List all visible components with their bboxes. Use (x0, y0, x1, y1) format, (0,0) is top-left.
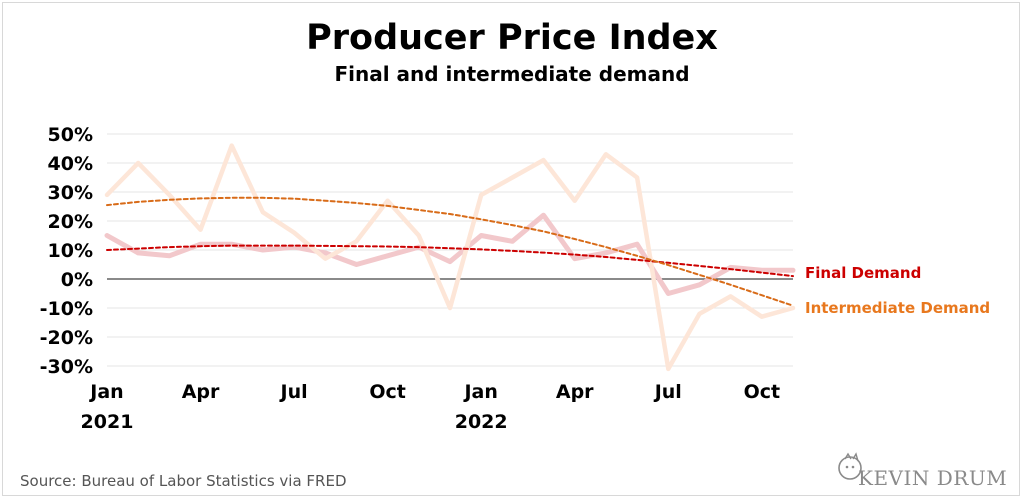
gridlines (107, 133, 793, 367)
series-labels: Final Demand Intermediate Demand (805, 264, 990, 317)
y-tick-label: 10% (48, 240, 93, 262)
final-demand-label: Final Demand (805, 264, 921, 282)
y-tick-label: 0% (61, 269, 93, 291)
intermediate-demand-label: Intermediate Demand (805, 299, 990, 317)
y-tick-label: 40% (48, 153, 93, 175)
y-tick-label: 50% (48, 124, 93, 146)
intermediate-demand-raw-line (104, 143, 796, 372)
brand-logo: KEVIN DRUM (838, 452, 1007, 490)
source-note: Source: Bureau of Labor Statistics via F… (20, 472, 347, 490)
brand-name: KEVIN DRUM (858, 466, 1007, 490)
x-tick-label: Oct (369, 381, 406, 403)
x-tick-label: Oct (744, 381, 781, 403)
cat-icon (838, 452, 862, 480)
x-tick-label: Apr (556, 381, 594, 403)
chart-title: Producer Price Index (306, 18, 718, 58)
y-tick-label: -10% (40, 298, 93, 320)
x-axis-ticks: Jan Apr Jul Oct Jan Apr Jul Oct 2021 2022 (81, 381, 781, 433)
y-tick-label: 20% (48, 211, 93, 233)
y-tick-label: 30% (48, 182, 93, 204)
final-demand-raw-line (104, 212, 796, 296)
x-tick-label: Apr (182, 381, 220, 403)
x-tick-label: Jul (279, 381, 308, 403)
y-tick-label: -30% (40, 356, 93, 378)
intermediate-demand-trend-line (106, 196, 794, 307)
y-axis-ticks: 50% 40% 30% 20% 10% 0% -10% -20% -30% (40, 124, 93, 378)
x-tick-label: Jan (88, 381, 123, 403)
x-tick-label: Jul (653, 381, 682, 403)
final-demand-trend-line (106, 244, 794, 278)
year-label: 2021 (81, 411, 134, 433)
plot-series (104, 143, 796, 372)
year-label: 2022 (455, 411, 508, 433)
x-tick-label: Jan (462, 381, 497, 403)
y-tick-label: -20% (40, 327, 93, 349)
chart-subtitle: Final and intermediate demand (334, 62, 689, 86)
